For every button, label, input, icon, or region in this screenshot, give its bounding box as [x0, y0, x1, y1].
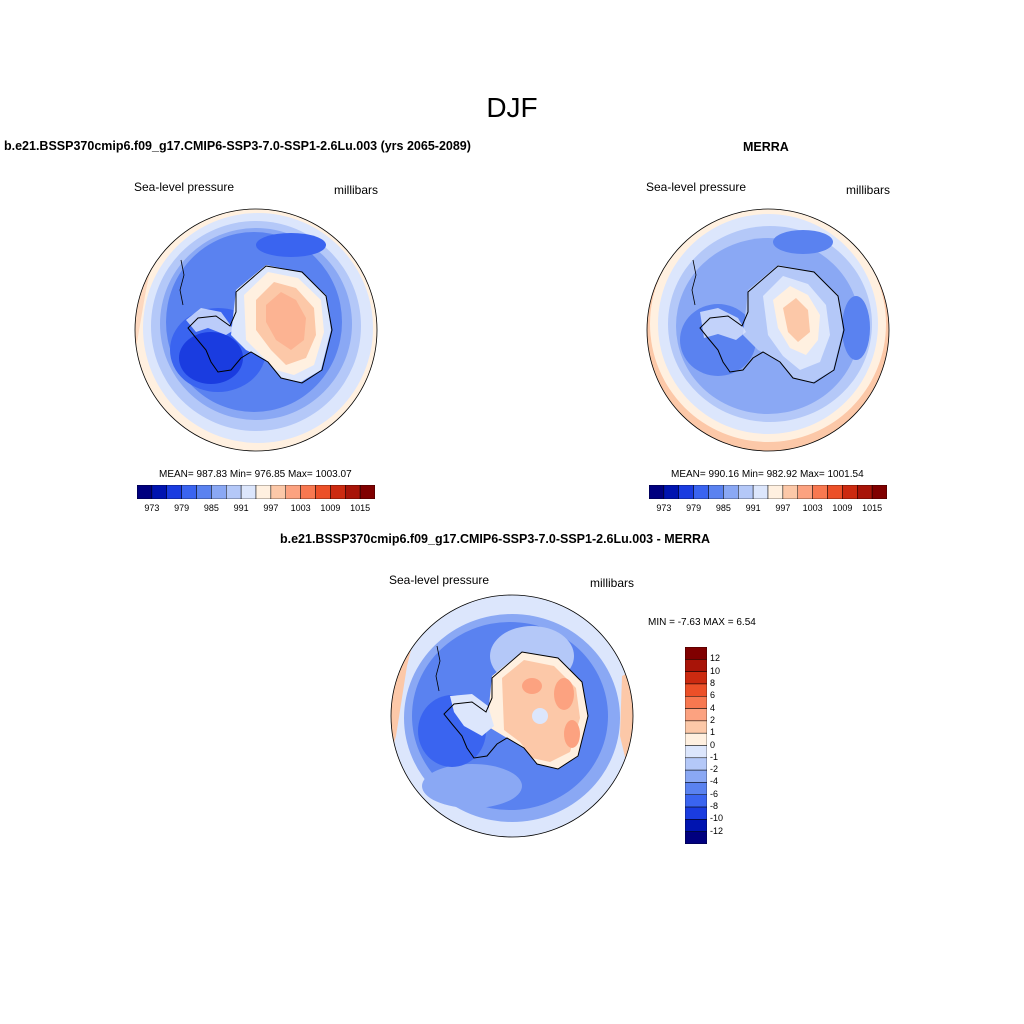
colorbar-box [767, 485, 784, 499]
colorbar-tick-label: 4 [710, 702, 716, 713]
colorbar-box [871, 485, 887, 499]
colorbar-box [685, 806, 707, 820]
colorbar-tick-label: 991 [233, 503, 249, 513]
colorbar-tick-label: -6 [710, 788, 719, 799]
colorbar-box [685, 782, 707, 795]
colorbar-tick-label: 2 [710, 714, 716, 725]
colorbar-box [685, 671, 707, 685]
obs-variable-label: Sea-level pressure [646, 180, 747, 194]
colorbar-box [782, 485, 798, 499]
colorbar-box [196, 485, 212, 499]
colorbar-tick-label: 1015 [350, 503, 371, 513]
colorbar-tick-label: 973 [144, 503, 160, 513]
model-units-label: millibars [334, 183, 379, 197]
colorbar-box [685, 819, 707, 832]
colorbar-box [285, 485, 301, 499]
colorbar-tick-label: -2 [710, 764, 719, 775]
colorbar-box [685, 708, 707, 722]
colorbar-box [752, 485, 769, 499]
model-panel-title: b.e21.BSSP370cmip6.f09_g17.CMIP6-SSP3-7.… [4, 139, 471, 153]
colorbar-box [649, 485, 665, 499]
diff-units-label: millibars [590, 576, 635, 590]
model-map [134, 208, 378, 452]
colorbar-box [345, 485, 361, 499]
colorbar-tick-label: 997 [263, 503, 279, 513]
diff-variable-label: Sea-level pressure [389, 573, 490, 587]
colorbar-tick-label: 997 [775, 503, 791, 513]
colorbar-tick-label: -1 [710, 751, 719, 762]
colorbar-box [842, 485, 858, 499]
colorbar-tick-label: 1 [710, 727, 716, 738]
colorbar-box [315, 485, 331, 499]
colorbar-tick-label: 991 [745, 503, 761, 513]
colorbar-box [663, 485, 679, 499]
colorbar-box [685, 659, 707, 672]
colorbar-tick-label: 12 [710, 653, 721, 664]
colorbar-box [685, 745, 707, 759]
obs-stats: MEAN= 990.16 Min= 982.92 Max= 1001.54 [671, 469, 864, 480]
colorbar-box [685, 696, 707, 709]
colorbar-box [827, 485, 843, 499]
colorbar-box [359, 485, 375, 499]
colorbar-box [678, 485, 694, 499]
diff-map [390, 594, 634, 838]
colorbar-box [685, 732, 707, 746]
model-colorbar [137, 485, 375, 499]
colorbar-box [723, 485, 739, 499]
colorbar-box [693, 485, 709, 499]
colorbar-box [166, 485, 182, 499]
colorbar-tick-label: 985 [715, 503, 731, 513]
figure-title: DJF [486, 92, 538, 123]
colorbar-tick-label: 1003 [802, 503, 823, 513]
colorbar-box [685, 720, 707, 734]
colorbar-box [211, 485, 227, 499]
colorbar-tick-label: 979 [174, 503, 190, 513]
colorbar-tick-label: 1009 [832, 503, 853, 513]
colorbar-tick-label: 10 [710, 665, 721, 676]
colorbar-tick-label: 1015 [862, 503, 883, 513]
obs-panel-title: MERRA [743, 140, 789, 154]
colorbar-tick-label: 8 [710, 677, 716, 688]
colorbar-box [151, 485, 167, 499]
colorbar-tick-label: 985 [203, 503, 219, 513]
colorbar-box [685, 831, 707, 844]
colorbar-box [300, 485, 316, 499]
obs-units-label: millibars [846, 183, 891, 197]
colorbar-tick-label: -10 [710, 813, 724, 824]
diff-stats: MIN = -7.63 MAX = 6.54 [648, 617, 756, 628]
colorbar-box [226, 485, 242, 499]
colorbar-tick-label: 979 [686, 503, 702, 513]
colorbar-tick-label: 1009 [320, 503, 341, 513]
colorbar-box [738, 485, 754, 499]
colorbar-tick-label: -8 [710, 801, 719, 812]
model-stats: MEAN= 987.83 Min= 976.85 Max= 1003.07 [159, 469, 352, 480]
colorbar-box [685, 647, 707, 660]
colorbar-box [270, 485, 286, 499]
colorbar-tick-label: -12 [710, 825, 724, 836]
obs-colorbar [649, 485, 887, 499]
colorbar-box [685, 683, 707, 697]
diff-colorbar [685, 647, 707, 844]
colorbar-box [330, 485, 346, 499]
colorbar-box [240, 485, 257, 499]
model-variable-label: Sea-level pressure [134, 180, 235, 194]
colorbar-box [857, 485, 873, 499]
obs-map [646, 208, 890, 452]
colorbar-box [797, 485, 813, 499]
colorbar-tick-label: 6 [710, 690, 716, 701]
colorbar-box [708, 485, 724, 499]
colorbar-tick-label: -4 [710, 776, 719, 787]
colorbar-box [685, 757, 707, 771]
colorbar-box [812, 485, 828, 499]
colorbar-box [137, 485, 153, 499]
colorbar-tick-label: 1003 [290, 503, 311, 513]
diff-panel-title: b.e21.BSSP370cmip6.f09_g17.CMIP6-SSP3-7.… [280, 532, 711, 546]
colorbar-tick-label: 0 [710, 739, 716, 750]
colorbar-box [255, 485, 272, 499]
colorbar-box [685, 794, 707, 808]
colorbar-tick-label: 973 [656, 503, 672, 513]
colorbar-box [181, 485, 197, 499]
colorbar-box [685, 769, 707, 783]
